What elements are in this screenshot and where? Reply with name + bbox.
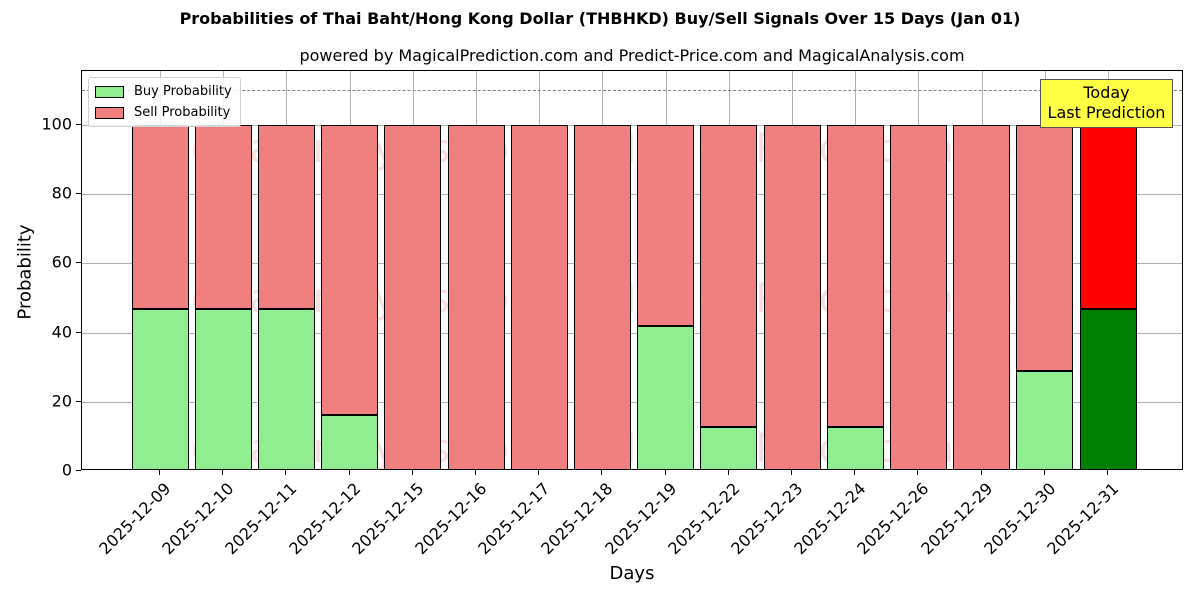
y-tick-mark <box>76 123 81 125</box>
x-tick-mark <box>854 470 856 475</box>
annotation-line-2: Last Prediction <box>1047 103 1166 122</box>
x-tick-mark <box>980 470 982 475</box>
bar-sell-2025-12-17 <box>510 124 568 469</box>
y-tick-mark <box>76 193 81 195</box>
bar-sell-2025-12-09 <box>131 124 189 310</box>
x-tick-mark <box>601 470 603 475</box>
y-axis-label: Probability <box>14 224 36 320</box>
legend-label-sell: Sell Probability <box>134 105 231 120</box>
y-tick-mark <box>76 331 81 333</box>
buy-swatch-icon <box>95 85 124 98</box>
x-tick-mark <box>348 470 350 475</box>
y-tick-label: 60 <box>51 252 72 272</box>
bar-sell-2025-12-31 <box>1079 124 1137 310</box>
x-tick-mark <box>917 470 919 475</box>
sell-swatch-icon <box>95 106 124 119</box>
bar-sell-2025-12-16 <box>447 124 505 469</box>
bar-buy-2025-12-12 <box>321 414 379 469</box>
y-tick-mark <box>76 262 81 264</box>
bar-sell-2025-12-19 <box>637 124 695 326</box>
y-tick-label: 40 <box>51 322 72 342</box>
bar-sell-2025-12-24 <box>826 124 884 428</box>
bar-sell-2025-12-12 <box>321 124 379 415</box>
bar-sell-2025-12-26 <box>889 124 947 469</box>
chart-title: Probabilities of Thai Baht/Hong Kong Dol… <box>179 9 1021 28</box>
bar-sell-2025-12-22 <box>700 124 758 428</box>
bar-buy-2025-12-11 <box>257 309 315 469</box>
chart-subtitle: powered by MagicalPrediction.com and Pre… <box>299 46 965 65</box>
bar-sell-2025-12-11 <box>257 124 315 310</box>
gridline-horizontal <box>82 263 1182 265</box>
bar-buy-2025-12-22 <box>700 427 758 469</box>
bar-buy-2025-12-30 <box>1016 371 1074 469</box>
bar-sell-2025-12-15 <box>384 124 442 469</box>
bar-sell-2025-12-18 <box>573 124 631 469</box>
y-tick-label: 0 <box>61 460 72 480</box>
bar-buy-2025-12-09 <box>131 309 189 469</box>
annotation-line-1: Today <box>1083 83 1130 102</box>
bar-sell-2025-12-29 <box>953 124 1011 469</box>
y-tick-label: 100 <box>41 114 72 134</box>
x-axis-label: Days <box>609 563 655 584</box>
bar-buy-2025-12-31 <box>1079 309 1137 469</box>
x-tick-mark <box>475 470 476 475</box>
x-tick-mark <box>222 470 224 475</box>
x-tick-mark <box>1107 470 1108 475</box>
bar-buy-2025-12-19 <box>637 326 695 469</box>
plot-area: MagicalAnalysis.comMagicalPrediction.com… <box>81 70 1183 470</box>
x-tick-mark <box>538 470 540 475</box>
bar-sell-2025-12-23 <box>763 124 821 469</box>
gridline-horizontal <box>82 401 1182 403</box>
today-annotation: Today Last Prediction <box>1040 79 1173 128</box>
bar-buy-2025-12-24 <box>826 427 884 469</box>
bar-sell-2025-12-30 <box>1016 124 1074 371</box>
y-tick-label: 80 <box>51 183 72 203</box>
gridline-horizontal <box>82 332 1182 334</box>
y-tick-mark <box>76 470 81 471</box>
x-tick-mark <box>727 470 729 475</box>
x-tick-mark <box>791 470 792 475</box>
y-tick-mark <box>76 400 81 402</box>
x-tick-mark <box>411 470 413 475</box>
legend: Buy Probability Sell Probability <box>88 77 241 127</box>
gridline-horizontal <box>82 124 1182 126</box>
y-tick-label: 20 <box>51 391 72 411</box>
reference-line <box>82 90 1182 92</box>
x-tick-mark <box>159 470 160 475</box>
legend-item-buy: Buy Probability <box>95 81 232 102</box>
x-tick-mark <box>1043 470 1045 475</box>
bar-buy-2025-12-10 <box>194 309 252 469</box>
legend-label-buy: Buy Probability <box>134 84 232 99</box>
x-tick-mark <box>664 470 666 475</box>
x-tick-mark <box>285 470 287 475</box>
bar-sell-2025-12-10 <box>194 124 252 310</box>
legend-item-sell: Sell Probability <box>95 102 232 123</box>
gridline-horizontal <box>82 194 1182 196</box>
